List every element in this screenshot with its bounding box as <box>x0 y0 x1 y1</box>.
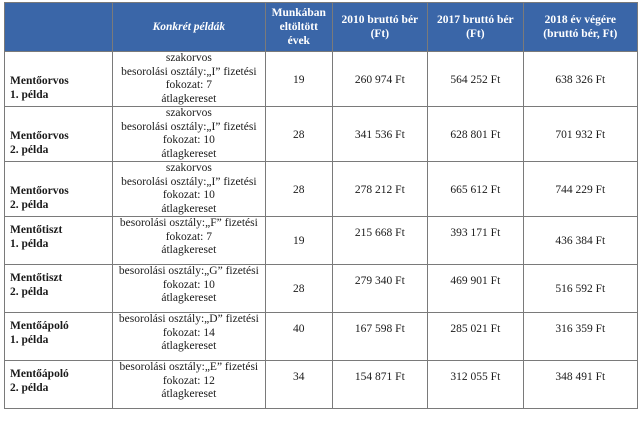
row-years: 28 <box>264 264 333 313</box>
example-label: 1. példa <box>10 334 49 346</box>
row-name: Mentőtiszt 2. példa <box>4 264 113 313</box>
row-name: Mentőorvos 2. példa <box>4 106 113 162</box>
description-line: átlagkereset <box>161 340 217 352</box>
description-line: átlagkereset <box>161 244 217 256</box>
row-salary-2010: 279 340 Ft <box>331 264 429 313</box>
row-years: 19 <box>264 216 333 265</box>
header-salary-2017: 2017 bruttó bér (Ft) <box>427 2 524 52</box>
example-label: 1. példa <box>10 238 49 250</box>
row-name: Mentőorvos 1. példa <box>4 51 113 107</box>
header-row: Konkrét példák Munkában eltöltött évek 2… <box>4 2 639 52</box>
row-salary-2018: 516 592 Ft <box>522 264 639 313</box>
position-label: Mentőtiszt <box>10 224 63 236</box>
position-label: Mentőorvos <box>10 130 69 142</box>
row-description: besorolási osztály:„E” fizetési fokozat: … <box>111 360 266 409</box>
row-description: szakorvos besorolási osztály:„I” fizetési… <box>111 51 266 107</box>
row-salary-2010: 341 536 Ft <box>331 106 429 162</box>
description-line: besorolási osztály:„G” fizetési <box>118 265 259 277</box>
row-years: 28 <box>264 161 333 217</box>
position-label: Mentőápoló <box>10 368 69 380</box>
row-salary-2018: 744 229 Ft <box>522 161 639 217</box>
row-description: besorolási osztály:„F” fizetési fokozat: … <box>111 216 266 265</box>
header-examples: Konkrét példák <box>111 2 266 52</box>
row-description: szakorvos besorolási osztály:„I” fizetési… <box>111 106 266 162</box>
table-row: Mentőorvos 1. példa szakorvos besorolási o… <box>4 51 639 107</box>
row-description: besorolási osztály:„D” fizetési fokozat: … <box>111 312 266 361</box>
salary-table: Konkrét példák Munkában eltöltött évek 2… <box>4 2 639 409</box>
description-line: szakorvos <box>165 162 212 174</box>
position-label: Mentőorvos <box>10 75 69 87</box>
row-salary-2010: 260 974 Ft <box>331 51 429 107</box>
row-years: 34 <box>264 360 333 409</box>
example-label: 2. példa <box>10 199 49 211</box>
row-salary-2018: 436 384 Ft <box>522 216 639 265</box>
row-salary-2018: 316 359 Ft <box>522 312 639 361</box>
position-label: Mentőorvos <box>10 185 69 197</box>
description-line: átlagkereset <box>161 147 217 160</box>
row-salary-2017: 285 021 Ft <box>427 312 524 361</box>
table-row: Mentőápoló 2. példa besorolási osztály:„E… <box>4 360 639 409</box>
header-salary-2010: 2010 bruttó bér (Ft) <box>331 2 429 52</box>
row-salary-2018: 638 326 Ft <box>522 51 639 107</box>
position-label: Mentőápoló <box>10 320 69 332</box>
description-line: átlagkereset <box>161 388 217 400</box>
description-line: besorolási osztály:„F” fizetési <box>119 217 258 229</box>
row-salary-2017: 312 055 Ft <box>427 360 524 409</box>
description-line: fokozat: 10 <box>162 134 215 146</box>
table-row: Mentőtiszt 1. példa besorolási osztály:„F… <box>4 216 639 265</box>
row-salary-2010: 278 212 Ft <box>331 161 429 217</box>
description-line: besorolási osztály:„I” fizetési <box>121 175 257 188</box>
description-line: szakorvos <box>165 107 212 119</box>
row-salary-2010: 215 668 Ft <box>331 216 429 265</box>
row-salary-2010: 167 598 Ft <box>331 312 429 361</box>
example-label: 2. példa <box>10 382 49 394</box>
table-row: Mentőápoló 1. példa besorolási osztály:„D… <box>4 312 639 361</box>
header-years: Munkában eltöltött évek <box>264 2 333 52</box>
header-salary-2018: 2018 év végére (bruttó bér, Ft) <box>522 2 639 52</box>
description-line: fokozat: 7 <box>165 230 212 243</box>
row-description: besorolási osztály:„G” fizetési fokozat: … <box>111 264 266 313</box>
row-salary-2018: 701 932 Ft <box>522 106 639 162</box>
example-label: 2. példa <box>10 286 49 298</box>
description-line: besorolási osztály:„I” fizetési <box>121 120 257 133</box>
description-line: fokozat: 7 <box>165 79 212 91</box>
row-salary-2017: 469 901 Ft <box>427 264 524 313</box>
row-salary-2017: 393 171 Ft <box>427 216 524 265</box>
row-name: Mentőápoló 1. példa <box>4 312 113 361</box>
description-line: fokozat: 10 <box>162 278 215 291</box>
row-salary-2018: 348 491 Ft <box>522 360 639 409</box>
example-label: 2. példa <box>10 144 49 156</box>
row-years: 40 <box>264 312 333 361</box>
position-label: Mentőtiszt <box>10 272 63 284</box>
row-name: Mentőtiszt 1. példa <box>4 216 113 265</box>
header-empty <box>4 2 113 52</box>
row-description: szakorvos besorolási osztály:„I” fizetési… <box>111 161 266 217</box>
row-salary-2017: 665 612 Ft <box>427 161 524 217</box>
row-name: Mentőápoló 2. példa <box>4 360 113 409</box>
description-line: fokozat: 14 <box>162 326 215 339</box>
description-line: átlagkereset <box>161 92 217 105</box>
description-line: szakorvos <box>165 52 212 64</box>
row-salary-2010: 154 871 Ft <box>331 360 429 409</box>
table-row: Mentőtiszt 2. példa besorolási osztály:„G… <box>4 264 639 313</box>
description-line: átlagkereset <box>161 202 217 215</box>
table-row: Mentőorvos 2. példa szakorvos besorolási o… <box>4 161 639 217</box>
description-line: besorolási osztály:„I” fizetési <box>121 65 257 78</box>
description-line: fokozat: 10 <box>162 189 215 201</box>
row-years: 28 <box>264 106 333 162</box>
description-line: besorolási osztály:„E” fizetési <box>119 361 259 373</box>
row-name: Mentőorvos 2. példa <box>4 161 113 217</box>
example-label: 1. példa <box>10 89 49 101</box>
description-line: fokozat: 12 <box>162 374 215 387</box>
description-line: átlagkereset <box>161 292 217 304</box>
row-salary-2017: 628 801 Ft <box>427 106 524 162</box>
table-row: Mentőorvos 2. példa szakorvos besorolási o… <box>4 106 639 162</box>
row-years: 19 <box>264 51 333 107</box>
description-line: besorolási osztály:„D” fizetési <box>118 313 259 325</box>
row-salary-2017: 564 252 Ft <box>427 51 524 107</box>
